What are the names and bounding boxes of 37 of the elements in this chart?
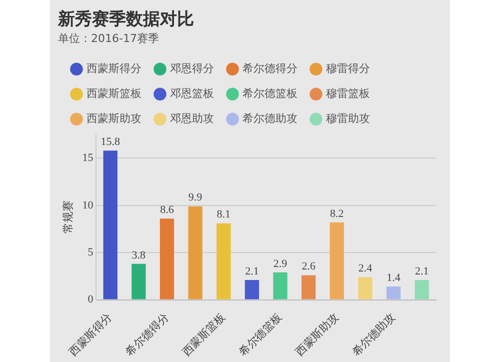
data-label: 8.6 [160,204,174,216]
y-tick-label: 15 [82,152,94,164]
legend-label: 穆雷得分 [326,62,370,75]
y-tick-label: 0 [88,294,94,306]
legend-label: 希尔德篮板 [242,86,298,100]
data-label: 3.8 [132,249,146,262]
legend-label: 邓恩篮板 [170,86,214,100]
x-tick-label: 希尔德得分 [123,310,172,359]
legend-label: 希尔德得分 [242,62,298,75]
y-tick-label: 5 [88,246,94,258]
legend-label: 邓恩助攻 [170,112,214,125]
legend-label: 西蒙斯得分 [86,62,142,75]
legend-label: 邓恩得分 [170,62,214,75]
legend-label: 穆雷篮板 [326,86,370,100]
data-label: 2.1 [245,265,259,278]
data-label: 1.4 [386,272,401,284]
data-label: 2.1 [414,265,429,278]
legend-label: 西蒙斯篮板 [86,86,142,100]
data-label: 2.9 [273,258,288,270]
data-label: 2.4 [358,262,373,275]
data-label: 8.2 [330,208,344,220]
legend-label: 西蒙斯助攻 [86,112,142,125]
data-label: 8.1 [216,208,230,221]
legend-label: 穆雷助攻 [326,112,370,125]
x-tick-label: 西蒙斯助攻 [293,310,342,359]
chart-title: 新秀赛季数据对比 [57,10,194,30]
data-label: 9.9 [188,192,203,204]
x-tick-label: 西蒙斯得分 [66,310,115,359]
x-tick-label: 西蒙斯篮板 [180,310,228,359]
x-tick-label: 希尔德篮板 [236,310,285,359]
data-label: 15.8 [100,136,120,148]
data-label: 2.6 [302,260,316,273]
chart-subtitle: 单位：2016-17赛季 [58,32,159,45]
y-axis-title: 常规赛 [62,200,75,234]
x-tick-label: 希尔德助攻 [350,310,398,359]
legend-label: 希尔德助攻 [242,112,298,125]
y-tick-label: 10 [82,199,94,212]
